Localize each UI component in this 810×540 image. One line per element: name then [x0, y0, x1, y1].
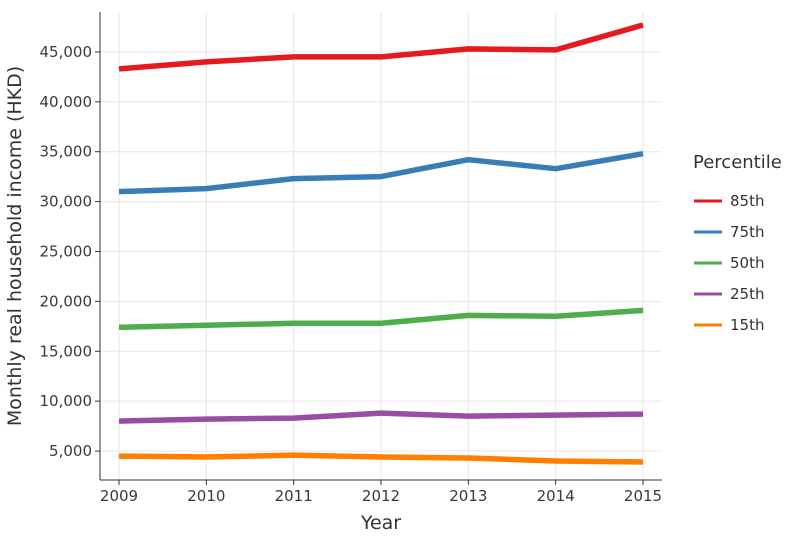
legend-title: Percentile — [693, 152, 782, 173]
legend-label: 15th — [730, 316, 764, 334]
y-axis-title: Monthly real household income (HKD) — [4, 66, 26, 426]
series-line-50th — [118, 307, 644, 331]
y-tick-label: 15,000 — [40, 342, 93, 360]
x-axis-title: Year — [360, 512, 401, 534]
legend-label: 75th — [730, 223, 764, 241]
y-tick-label: 40,000 — [40, 93, 93, 111]
x-tick-label: 2010 — [187, 487, 225, 505]
y-tick-label: 35,000 — [40, 143, 93, 161]
series-line-85th — [118, 22, 644, 72]
x-tick-label: 2013 — [449, 487, 487, 505]
y-tick-label: 30,000 — [40, 193, 93, 211]
y-tick-label: 10,000 — [40, 392, 93, 410]
series-lines — [118, 22, 644, 465]
y-tick-label: 45,000 — [40, 43, 93, 61]
x-tick-label: 2011 — [275, 487, 313, 505]
legend: Percentile 85th 75th 50th 25th 15th — [693, 152, 782, 334]
x-tick-label: 2009 — [100, 487, 138, 505]
x-tick-label: 2014 — [537, 487, 575, 505]
legend-label: 25th — [730, 285, 764, 303]
legend-label: 50th — [730, 254, 764, 272]
series-line-75th — [118, 150, 644, 195]
grid-lines — [100, 12, 662, 480]
series-line-25th — [118, 410, 644, 424]
x-tick-label: 2012 — [362, 487, 400, 505]
y-tick-label: 25,000 — [40, 242, 93, 260]
series-line-15th — [118, 452, 644, 465]
y-tick-label: 20,000 — [40, 292, 93, 310]
axis-ticks: 5,000 10,000 15,000 20,000 25,000 30,000 35,00… — [40, 43, 663, 505]
legend-label: 85th — [730, 192, 764, 210]
x-tick-label: 2015 — [624, 487, 662, 505]
y-tick-label: 5,000 — [49, 442, 92, 460]
